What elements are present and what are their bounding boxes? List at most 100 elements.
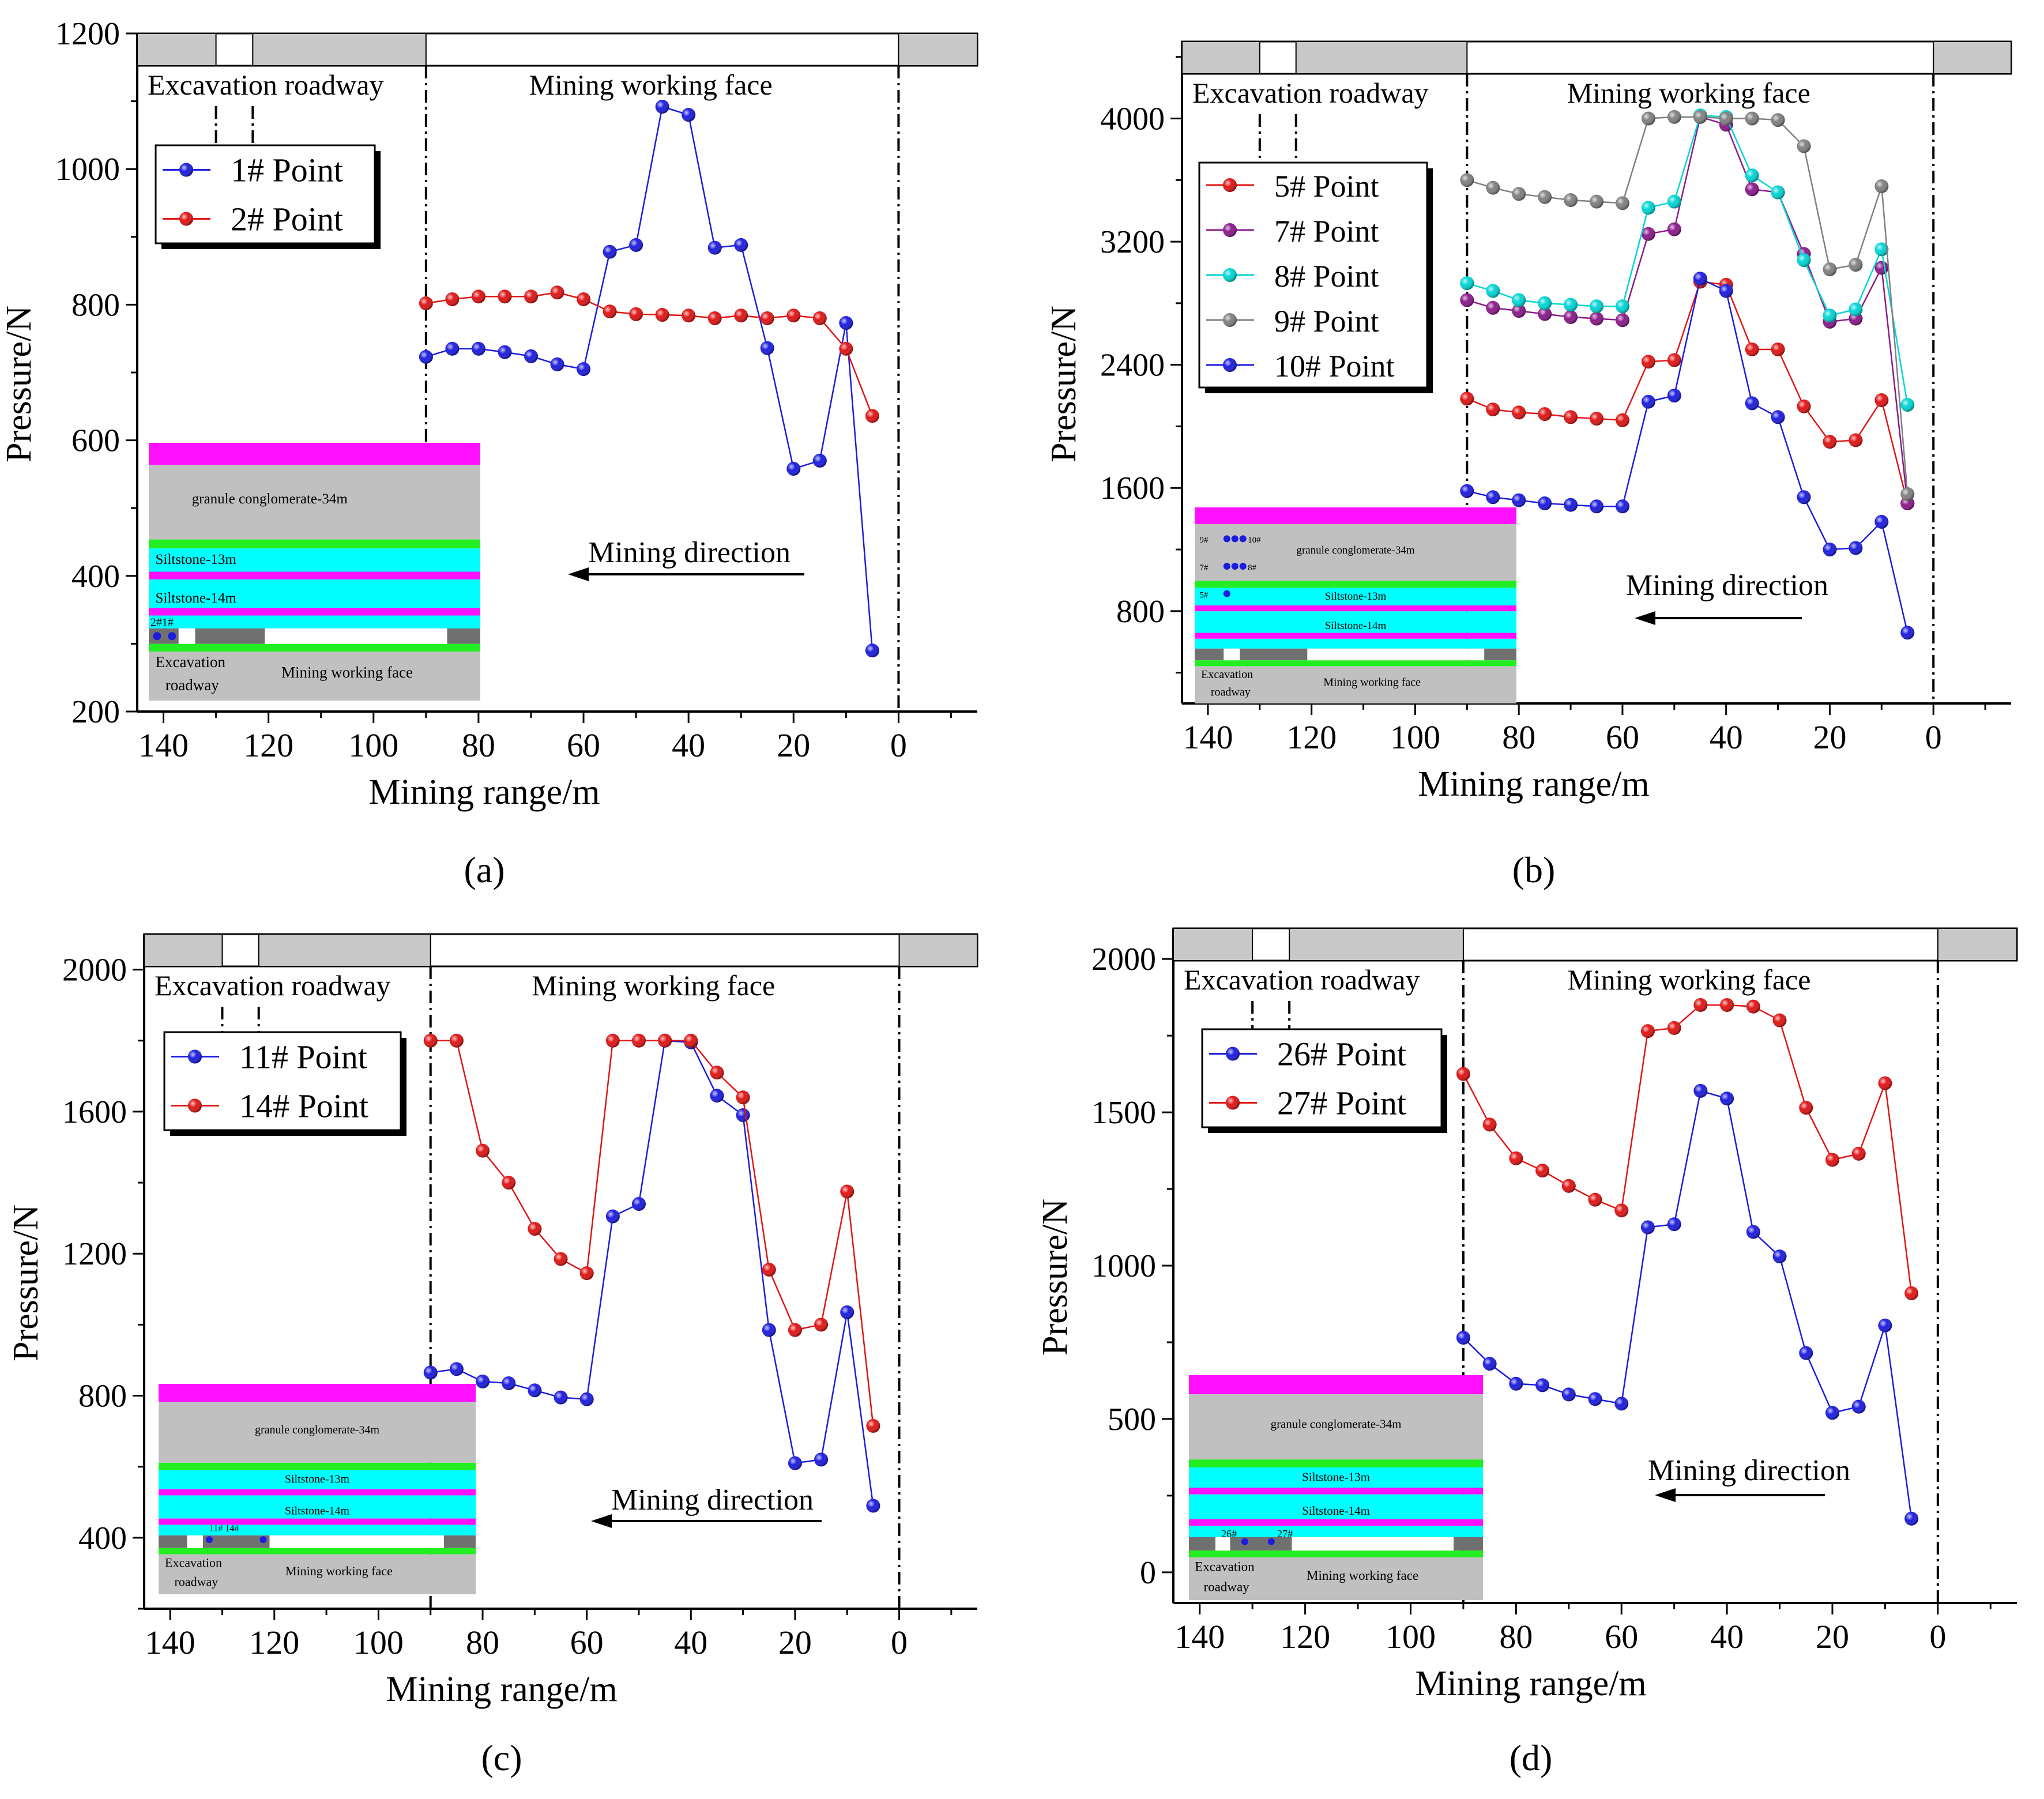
data-point-shade <box>1538 307 1552 321</box>
data-point-shade <box>1874 393 1889 408</box>
data-point-shade <box>736 1090 750 1105</box>
data-point-shade <box>1745 182 1759 197</box>
legend-marker-shade <box>179 163 193 177</box>
data-point-shade <box>1825 1406 1839 1420</box>
data-point-shade <box>550 285 564 300</box>
inset-diagram: granule conglomerate-34m Siltstone-13m Sil… <box>159 1384 476 1594</box>
legend-marker-shade <box>188 1049 202 1064</box>
data-point-shade <box>1851 1146 1866 1161</box>
y-axis-title: Pressure/N <box>6 1205 46 1361</box>
y-tick-label: 1600 <box>1100 471 1165 506</box>
inset-siltstone-14-layer <box>149 579 480 608</box>
inset-point-5 <box>1223 590 1230 597</box>
data-point-shade <box>1588 1192 1602 1207</box>
data-point-shade <box>502 1376 516 1390</box>
x-tick-label: 120 <box>243 727 293 764</box>
data-point-shade <box>736 1108 750 1123</box>
inset-point-row2-2 <box>1239 563 1247 570</box>
data-point-shade <box>760 311 774 325</box>
data-point-shade <box>760 341 774 355</box>
legend-label: 5# Point <box>1274 169 1379 204</box>
data-point-shade <box>605 1033 620 1048</box>
data-point-shade <box>762 1262 776 1277</box>
excavation-roadway-label: Excavation roadway <box>148 69 384 101</box>
excavation-roadway-label: Excavation roadway <box>1192 77 1429 109</box>
mine-plan-strip <box>1172 927 2018 962</box>
inset-label-siltstone-13: Siltstone-13m <box>1302 1470 1370 1484</box>
inset-siltstone-13-layer <box>1189 1467 1483 1488</box>
mining-direction-arrow <box>591 1514 822 1528</box>
x-tick-label: 140 <box>145 1624 195 1661</box>
data-point-shade <box>1693 272 1707 286</box>
data-point-shade <box>1849 433 1863 447</box>
inset-label-26: 26# <box>1221 1528 1237 1540</box>
x-tick-label: 20 <box>1816 1618 1849 1655</box>
inset-point-11 <box>206 1536 213 1544</box>
strip-mid-pillar <box>1295 41 1468 74</box>
y-tick-label: 4000 <box>1100 101 1165 137</box>
data-point-shade <box>1874 514 1889 529</box>
data-point-shade <box>1878 1318 1892 1333</box>
panel-label: (b) <box>1512 849 1556 890</box>
inset-point-row2-1 <box>1231 563 1239 570</box>
data-point-shade <box>1640 1220 1655 1235</box>
data-point-shade <box>502 1176 516 1190</box>
data-point-shade <box>1667 353 1681 367</box>
data-point-shade <box>1667 222 1681 236</box>
legend-marker-shade <box>1223 178 1237 192</box>
x-axis-title: Mining range/m <box>368 773 600 812</box>
data-point-shade <box>1590 412 1603 426</box>
data-point-shade <box>1746 1225 1760 1239</box>
inset-cyan-layer <box>149 615 480 628</box>
data-point-shade <box>1900 398 1915 412</box>
data-point-shade <box>1641 201 1655 215</box>
data-point-shade <box>710 1066 724 1080</box>
y-tick-label: 2400 <box>1100 348 1165 383</box>
data-point-shade <box>1615 196 1629 210</box>
data-point-shade <box>1799 1101 1813 1115</box>
inset-label-siltstone-14: Siltstone-14m <box>1302 1504 1370 1518</box>
data-point-shade <box>1667 1021 1681 1035</box>
inset-label-conglomerate: granule conglomerate-34m <box>255 1424 379 1436</box>
series-1 <box>1456 998 1919 1300</box>
y-tick-label: 2000 <box>62 953 127 988</box>
panel-label: (a) <box>464 849 505 890</box>
data-point-shade <box>605 1209 620 1224</box>
inset-top-layer <box>1195 507 1516 524</box>
strip-left-pillar <box>1173 928 1253 961</box>
inset-conglomerate-layer <box>1189 1394 1483 1460</box>
data-point-shade <box>1851 1399 1866 1414</box>
data-point-shade <box>1719 111 1733 126</box>
series-line <box>426 291 874 416</box>
data-point-shade <box>1561 1387 1576 1402</box>
inset-face-label: Mining working face <box>1323 676 1421 688</box>
series-line <box>430 1040 874 1506</box>
data-point-shade <box>1667 194 1681 209</box>
data-point-shade <box>1456 1067 1470 1081</box>
mine-plan-strip <box>1181 40 2012 75</box>
data-point-shade <box>1564 410 1578 424</box>
inset-label-siltstone-14: Siltstone-14m <box>156 590 237 606</box>
mining-direction-arrow <box>1635 611 1802 625</box>
x-tick-label: 140 <box>1183 718 1233 756</box>
data-point-shade <box>1460 392 1474 406</box>
legend-marker-shade <box>188 1098 202 1113</box>
inset-roadway-opening <box>1224 648 1240 661</box>
legend-label: 14# Point <box>239 1087 368 1125</box>
inset-label-siltstone-14: Siltstone-14m <box>1325 620 1387 632</box>
inset-label-conglomerate: granule conglomerate-34m <box>1296 544 1414 556</box>
data-point-shade <box>1640 1024 1655 1038</box>
data-point-shade <box>1745 111 1759 126</box>
y-axis-title: Pressure/N <box>1044 306 1083 462</box>
data-point-shade <box>839 316 853 330</box>
strip-left-pillar <box>1181 41 1260 74</box>
data-point-shade <box>1745 168 1759 183</box>
inset-floor-green <box>149 643 480 652</box>
data-point-shade <box>471 341 485 356</box>
inset-top-layer <box>159 1384 476 1402</box>
x-axis-title: Mining range/m <box>1415 1664 1646 1703</box>
y-tick-label: 200 <box>71 694 120 730</box>
inset-floor-layer <box>1189 1557 1483 1600</box>
working-face-label: Mining working face <box>532 969 775 1002</box>
legend-marker-shade <box>1223 313 1237 327</box>
